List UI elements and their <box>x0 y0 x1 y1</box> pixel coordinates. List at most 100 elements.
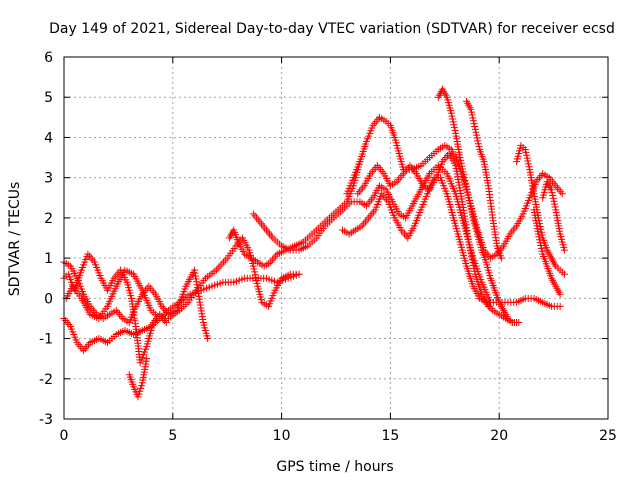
data-point-5-151 <box>295 270 303 278</box>
data-point-13-8 <box>469 117 477 125</box>
data-point-9-97 <box>468 253 476 261</box>
data-point-13-58 <box>497 254 505 262</box>
data-point-12-30 <box>456 154 464 162</box>
data-point-13-12 <box>472 128 480 136</box>
data-point-13-17 <box>475 143 483 151</box>
data-point-9-100 <box>469 261 477 269</box>
data-series <box>60 85 568 401</box>
data-point-9-101 <box>470 264 478 272</box>
data-point-11-112 <box>558 190 566 198</box>
data-point-13-5 <box>468 108 476 116</box>
data-point-12-41 <box>463 185 471 193</box>
data-point-9-92 <box>465 238 473 246</box>
data-point-15-10 <box>535 233 543 241</box>
data-point-12-34 <box>459 165 467 173</box>
plot-frame <box>63 56 609 420</box>
data-point-14-10 <box>523 151 531 159</box>
data-point-12-32 <box>457 159 465 167</box>
data-point-16-10 <box>547 186 555 194</box>
series-12 <box>434 85 521 326</box>
data-point-13-6 <box>468 111 476 119</box>
data-point-3-23 <box>143 355 151 363</box>
x-tick-label-4: 20 <box>490 428 508 444</box>
data-point-13-16 <box>474 140 482 148</box>
data-point-12-33 <box>458 162 466 170</box>
data-point-13-10 <box>471 123 479 131</box>
data-point-14-57 <box>560 270 568 278</box>
data-point-1-111 <box>204 335 212 343</box>
data-point-15-12 <box>536 239 544 247</box>
data-point-12-38 <box>461 177 469 185</box>
series-4 <box>60 270 303 355</box>
y-tick-label-4: 1 <box>44 251 53 267</box>
x-tick-label-2: 10 <box>273 428 291 444</box>
data-point-14-38 <box>537 228 545 236</box>
data-point-9-116 <box>484 302 492 310</box>
data-point-9-102 <box>471 267 479 275</box>
data-point-5-118 <box>250 265 258 273</box>
data-point-13-4 <box>467 105 475 113</box>
data-point-13-13 <box>473 131 481 139</box>
data-point-12-35 <box>459 168 467 176</box>
data-point-12-18 <box>450 121 458 129</box>
y-tick-label-0: -3 <box>39 412 53 428</box>
data-point-5-120 <box>251 271 259 279</box>
data-point-12-15 <box>448 112 456 120</box>
data-point-12-46 <box>466 200 474 208</box>
data-point-9-93 <box>465 241 473 249</box>
y-tick-label-5: 2 <box>44 211 53 227</box>
data-point-16-15 <box>551 200 559 208</box>
series-9 <box>354 150 492 310</box>
data-point-15-14 <box>537 244 545 252</box>
y-tick-label-9: 6 <box>44 50 53 66</box>
y-axis-label: SDTVAR / TECUs <box>7 182 23 297</box>
data-point-15-9 <box>534 230 542 238</box>
data-point-14-39 <box>538 231 546 239</box>
data-point-12-36 <box>460 171 468 179</box>
series-2 <box>60 250 170 367</box>
data-point-16-16 <box>551 203 559 211</box>
series-13 <box>463 97 505 262</box>
data-point-12-96 <box>513 318 521 326</box>
data-point-9-95 <box>467 247 475 255</box>
y-tick-label-2: -1 <box>39 332 53 348</box>
series-15 <box>530 206 564 298</box>
data-point-5-121 <box>252 274 260 282</box>
series-7 <box>249 162 564 310</box>
data-point-12-16 <box>449 115 457 123</box>
data-point-12-44 <box>465 194 473 202</box>
data-point-9-94 <box>466 244 474 252</box>
axes: 0 5 10 15 20 25 -3 -2 -1 0 1 2 3 4 5 6 <box>39 50 617 444</box>
data-point-5-119 <box>251 268 259 276</box>
data-point-15-13 <box>537 241 545 249</box>
data-point-5-122 <box>252 277 260 285</box>
data-point-14-11 <box>523 154 531 162</box>
data-point-16-13 <box>549 194 557 202</box>
data-point-7-182 <box>556 302 564 310</box>
data-point-14-9 <box>522 148 530 156</box>
data-point-15-34 <box>556 290 564 298</box>
data-point-13-15 <box>474 137 482 145</box>
data-point-12-20 <box>451 127 459 135</box>
data-point-12-31 <box>457 156 465 164</box>
data-point-14-13 <box>524 160 532 168</box>
data-point-12-43 <box>464 191 472 199</box>
data-point-12-45 <box>465 197 473 205</box>
x-tick-label-0: 0 <box>60 428 69 444</box>
y-tick-label-3: 0 <box>44 291 53 307</box>
y-tick-label-1: -2 <box>39 372 53 388</box>
data-point-13-11 <box>471 125 479 133</box>
data-point-16-14 <box>550 197 558 205</box>
y-tick-label-7: 4 <box>44 130 53 146</box>
data-point-14-14 <box>525 163 533 171</box>
series-3 <box>125 355 151 401</box>
data-point-12-49 <box>468 208 476 216</box>
data-point-12-40 <box>462 182 470 190</box>
y-tick-label-8: 5 <box>44 90 53 106</box>
data-point-12-42 <box>463 188 471 196</box>
data-point-9-99 <box>469 258 477 266</box>
data-point-12-48 <box>467 205 475 213</box>
data-point-9-96 <box>467 250 475 258</box>
